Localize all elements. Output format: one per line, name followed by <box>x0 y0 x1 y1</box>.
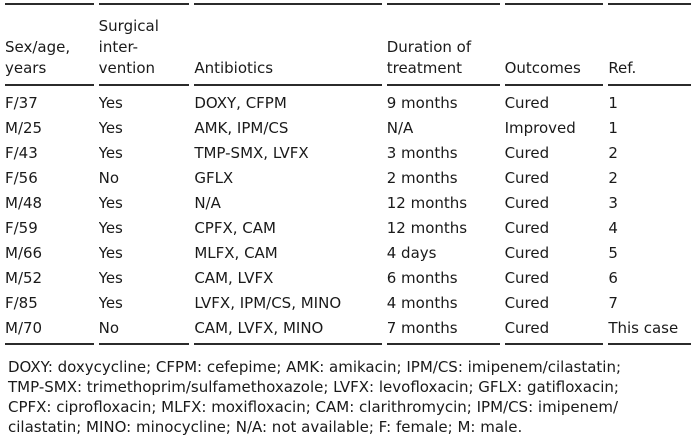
col-header-outcomes: Outcomes <box>504 3 604 86</box>
cell-sex-age: F/59 <box>5 218 38 237</box>
cell-surgical: Yes <box>98 268 123 287</box>
table-row: M/48 Yes N/A 12 months Cured 3 <box>5 190 691 215</box>
cell-sex-age: F/37 <box>5 93 38 112</box>
cell-antibiotics: CAM, LVFX, MINO <box>194 315 382 345</box>
cell-duration: 12 months <box>386 218 468 237</box>
cell-duration: 4 months <box>386 293 458 312</box>
cell-sex-age: F/85 <box>5 293 38 312</box>
cell-outcome: Cured <box>504 168 550 187</box>
footnote-line: cilastatin; MINO: minocycline; N/A: not … <box>8 418 523 436</box>
cell-ref: 2 <box>608 168 618 187</box>
table-row: F/37 Yes DOXY, CFPM 9 months Cured 1 <box>5 86 691 115</box>
cell-antibiotics: AMK, IPM/CS <box>194 118 289 137</box>
cell-duration: 3 months <box>386 143 458 162</box>
cell-ref: 3 <box>608 193 618 212</box>
case-reports-table: Sex/age, years Surgical inter- vention A… <box>0 3 696 345</box>
cell-ref: 4 <box>608 218 618 237</box>
footnote-line: CPFX: ciprofloxacin; MLFX: moxifloxacin;… <box>8 398 618 416</box>
cell-outcome: Cured <box>504 315 604 345</box>
cell-antibiotics: MLFX, CAM <box>194 243 278 262</box>
cell-ref: This case <box>608 315 691 345</box>
table-row: M/52 Yes CAM, LVFX 6 months Cured 6 <box>5 265 691 290</box>
cell-outcome: Cured <box>504 293 550 312</box>
cell-duration: 12 months <box>386 193 468 212</box>
cell-surgical: No <box>98 315 190 345</box>
cell-surgical: Yes <box>98 218 123 237</box>
cell-duration: 7 months <box>386 315 500 345</box>
cell-ref: 2 <box>608 143 618 162</box>
cell-surgical: Yes <box>98 118 123 137</box>
cell-surgical: Yes <box>98 93 123 112</box>
cell-outcome: Improved <box>504 118 576 137</box>
cell-sex-age: M/70 <box>5 315 94 345</box>
cell-outcome: Cured <box>504 218 550 237</box>
col-header-sex-age: Sex/age, years <box>5 3 94 86</box>
table-row: M/70 No CAM, LVFX, MINO 7 months Cured T… <box>5 315 691 345</box>
cell-sex-age: F/43 <box>5 143 38 162</box>
cell-surgical: No <box>98 168 120 187</box>
cell-outcome: Cured <box>504 268 550 287</box>
cell-antibiotics: DOXY, CFPM <box>194 93 287 112</box>
cell-sex-age: M/52 <box>5 268 43 287</box>
cell-sex-age: M/25 <box>5 118 43 137</box>
cell-duration: 2 months <box>386 168 458 187</box>
cell-surgical: Yes <box>98 243 123 262</box>
table-row: F/43 Yes TMP-SMX, LVFX 3 months Cured 2 <box>5 140 691 165</box>
cell-antibiotics: CPFX, CAM <box>194 218 276 237</box>
cell-surgical: Yes <box>98 143 123 162</box>
cell-antibiotics: GFLX <box>194 168 234 187</box>
table-row: F/59 Yes CPFX, CAM 12 months Cured 4 <box>5 215 691 240</box>
cell-sex-age: M/66 <box>5 243 43 262</box>
cell-ref: 5 <box>608 243 618 262</box>
cell-ref: 1 <box>608 118 618 137</box>
cell-sex-age: F/56 <box>5 168 38 187</box>
col-header-antibiotics: Antibiotics <box>194 3 382 86</box>
cell-outcome: Cured <box>504 93 550 112</box>
cell-duration: 9 months <box>386 93 458 112</box>
footnote-line: TMP-SMX: trimethoprim/sulfamethoxazole; … <box>8 378 619 396</box>
col-header-surgical: Surgical inter- vention <box>98 3 190 86</box>
cell-ref: 1 <box>608 93 618 112</box>
cell-surgical: Yes <box>98 293 123 312</box>
cell-outcome: Cured <box>504 193 550 212</box>
table-row: F/56 No GFLX 2 months Cured 2 <box>5 165 691 190</box>
table-row: M/66 Yes MLFX, CAM 4 days Cured 5 <box>5 240 691 265</box>
cell-duration: 6 months <box>386 268 458 287</box>
cell-duration: N/A <box>386 118 414 137</box>
cell-outcome: Cured <box>504 143 550 162</box>
cell-surgical: Yes <box>98 193 123 212</box>
table-header-row: Sex/age, years Surgical inter- vention A… <box>5 3 691 86</box>
cell-antibiotics: CAM, LVFX <box>194 268 274 287</box>
footnote-line: DOXY: doxycycline; CFPM: cefepime; AMK: … <box>8 358 622 376</box>
cell-antibiotics: LVFX, IPM/CS, MINO <box>194 293 342 312</box>
table-row: F/85 Yes LVFX, IPM/CS, MINO 4 months Cur… <box>5 290 691 315</box>
cell-ref: 6 <box>608 268 618 287</box>
cell-ref: 7 <box>608 293 618 312</box>
cell-antibiotics: TMP-SMX, LVFX <box>194 143 309 162</box>
col-header-duration: Duration of treatment <box>386 3 500 86</box>
cell-duration: 4 days <box>386 243 437 262</box>
cell-antibiotics: N/A <box>194 193 221 212</box>
table-row: M/25 Yes AMK, IPM/CS N/A Improved 1 <box>5 115 691 140</box>
col-header-ref: Ref. <box>608 3 691 86</box>
table-footnote: DOXY: doxycycline; CFPM: cefepime; AMK: … <box>8 357 700 437</box>
cell-outcome: Cured <box>504 243 550 262</box>
cell-sex-age: M/48 <box>5 193 43 212</box>
